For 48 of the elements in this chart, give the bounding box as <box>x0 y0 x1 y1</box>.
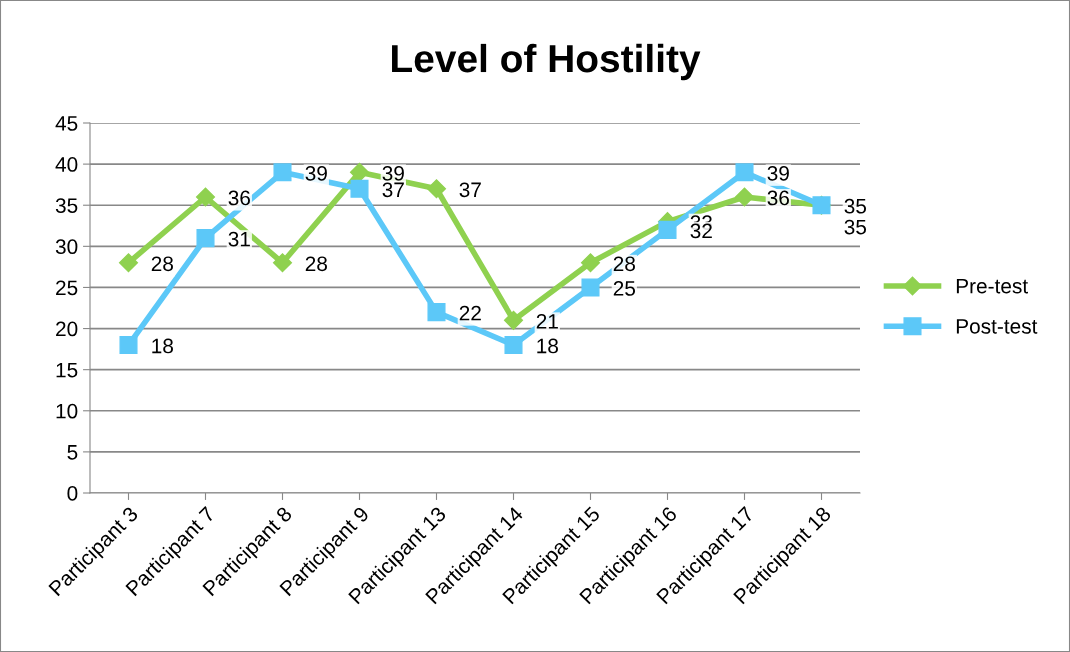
point <box>658 220 677 239</box>
point <box>580 253 601 273</box>
point <box>427 303 446 322</box>
y-tick-label: 10 <box>56 403 78 419</box>
y-tick-label: 35 <box>55 198 78 213</box>
y-tick-label: 15 <box>56 362 78 378</box>
data-label: 18 <box>152 338 173 354</box>
data-label: 35 <box>844 219 867 235</box>
data-label: 39 <box>305 165 327 181</box>
point <box>195 187 216 207</box>
legend-label: Pre-test <box>956 278 1028 294</box>
data-label: 28 <box>613 256 635 272</box>
y-tick-label: 25 <box>56 280 78 296</box>
point <box>272 253 293 273</box>
data-label: 28 <box>305 256 327 272</box>
point <box>119 335 138 355</box>
data-label: 31 <box>228 231 250 247</box>
chart-title: Level of Hostility <box>392 43 701 81</box>
y-tick-label: 20 <box>56 321 78 337</box>
point <box>734 187 755 207</box>
point <box>426 179 447 199</box>
point <box>196 229 215 248</box>
data-label: 18 <box>537 338 558 354</box>
point <box>504 335 523 355</box>
y-tick-label: 0 <box>67 486 78 501</box>
data-label: 36 <box>228 190 250 206</box>
y-tick-label: 5 <box>67 445 78 460</box>
y-tick-label: 40 <box>55 157 78 172</box>
y-tick-label: 45 <box>55 116 78 131</box>
legend-label: Post-test <box>956 319 1038 334</box>
data-label: 25 <box>613 281 636 296</box>
data-label: 21 <box>536 313 558 329</box>
y-tick-label: 30 <box>55 239 78 255</box>
point <box>350 179 369 198</box>
point <box>349 162 370 182</box>
point <box>503 310 524 330</box>
data-label: 39 <box>382 165 404 181</box>
point <box>273 163 292 182</box>
data-label: 37 <box>382 182 404 198</box>
data-label: 36 <box>767 190 789 206</box>
data-label: 35 <box>844 198 867 214</box>
point <box>735 163 754 182</box>
point <box>581 278 600 297</box>
data-label: 37 <box>459 182 481 198</box>
data-label: 39 <box>767 165 789 181</box>
data-label: 28 <box>151 256 173 272</box>
point <box>118 253 139 273</box>
data-label: 22 <box>459 305 481 321</box>
